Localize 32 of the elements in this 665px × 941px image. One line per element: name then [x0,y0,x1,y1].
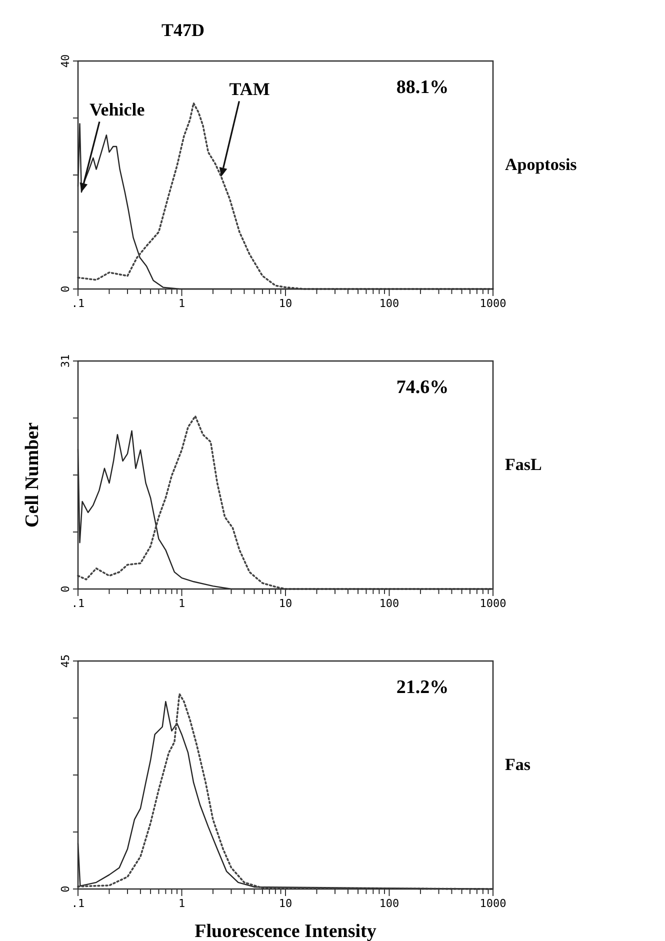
series-label: Vehicle [89,100,145,120]
x-tick-label: 1000 [480,297,506,310]
y-tick-label: 31 [59,354,72,368]
x-tick-label: 1 [178,597,186,610]
y-tick-label: 0 [59,586,72,592]
x-tick-label: 10 [278,897,292,910]
x-tick-label: 1 [178,297,186,310]
x-tick-label: .1 [71,597,85,610]
x-tick-label: 1000 [480,897,506,910]
annotation: 21.2% [396,677,449,698]
x-tick-label: 1 [178,897,186,910]
x-tick-label: 100 [379,597,400,610]
annotation: 74.6% [396,377,449,398]
annotation: 88.1% [396,77,449,98]
text: FasL [505,455,542,474]
chart-title: T47D [161,20,205,40]
x-tick-label: 10 [278,297,292,310]
x-tick-label: 100 [379,297,400,310]
x-tick-label: .1 [71,897,85,910]
x-tick-label: .1 [71,297,85,310]
text: Fas [505,755,531,774]
text: Apoptosis [505,155,578,174]
y-tick-label: 40 [59,54,72,68]
y-axis-title: Cell Number [22,422,43,528]
y-tick-label: 45 [59,654,72,668]
series-label: TAM [229,79,270,100]
x-tick-label: 1000 [480,597,506,610]
x-tick-label: 100 [379,897,400,910]
x-axis-title: Fluorescence Intensity [194,921,377,941]
y-tick-label: 0 [59,886,72,892]
y-tick-label: 0 [59,286,72,292]
x-tick-label: 10 [278,597,292,610]
